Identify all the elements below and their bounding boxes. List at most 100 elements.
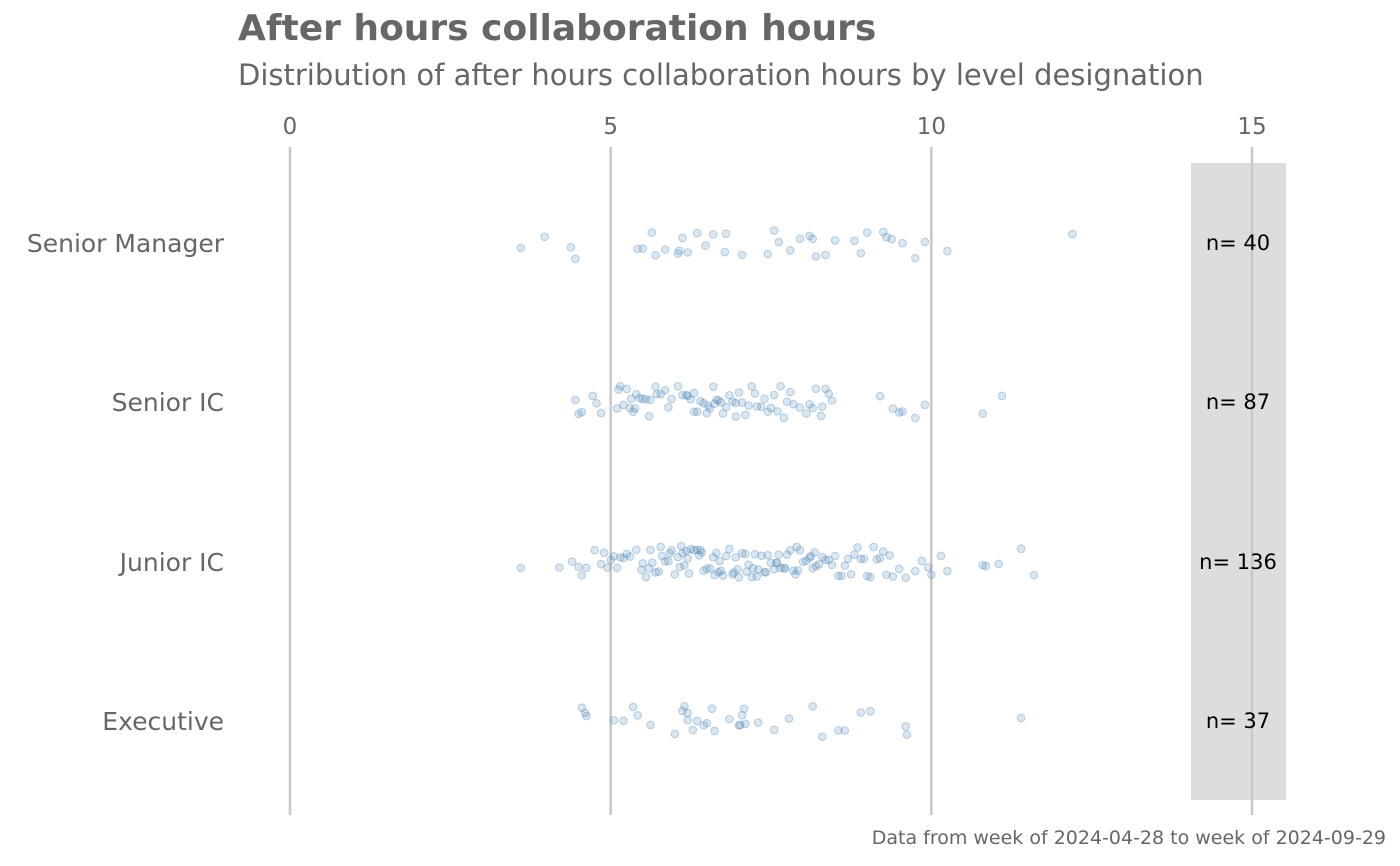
data-point (673, 552, 683, 562)
data-point (725, 391, 734, 400)
data-point (577, 407, 587, 417)
data-point (827, 560, 837, 570)
data-point (840, 726, 850, 735)
data-point (673, 381, 683, 391)
data-point (625, 403, 635, 413)
data-point (721, 229, 731, 238)
data-point (733, 565, 742, 574)
data-point (785, 246, 795, 255)
data-point (859, 554, 869, 564)
data-point (801, 409, 811, 418)
data-point (923, 563, 933, 572)
data-point (834, 571, 843, 581)
data-point (712, 395, 721, 405)
data-point (917, 556, 927, 566)
data-point (856, 248, 866, 258)
data-point (619, 400, 628, 410)
data-point (683, 715, 692, 725)
data-point (811, 384, 821, 394)
data-point (805, 400, 814, 409)
data-point (660, 385, 670, 395)
data-point (811, 561, 821, 571)
count-label: n= 87 (1206, 390, 1270, 414)
data-point (609, 551, 619, 561)
data-point (757, 551, 766, 561)
data-point (1016, 544, 1026, 554)
data-point (850, 550, 859, 559)
data-point (744, 401, 753, 410)
x-tick-label: 15 (1237, 114, 1266, 140)
data-point (805, 553, 814, 562)
data-point (660, 245, 670, 254)
data-point (744, 560, 753, 569)
data-point (646, 395, 655, 405)
data-point (694, 550, 704, 560)
data-point (699, 398, 708, 408)
data-point (818, 402, 827, 412)
data-point (882, 570, 891, 580)
data-point (699, 566, 708, 575)
data-point (798, 557, 808, 567)
data-point (614, 385, 623, 394)
data-point (571, 395, 580, 405)
data-point (702, 718, 712, 728)
data-point (737, 710, 747, 720)
data-point (718, 571, 728, 580)
data-point (898, 407, 907, 416)
data-point (834, 726, 843, 735)
data-point (577, 703, 587, 713)
data-point (619, 553, 628, 563)
data-point (773, 558, 782, 568)
data-point (680, 561, 689, 570)
data-point (612, 563, 622, 573)
data-point (824, 389, 834, 399)
data-point (734, 721, 744, 730)
data-point (630, 404, 640, 413)
data-point (830, 551, 840, 561)
chart-title: After hours collaboration hours (238, 8, 877, 49)
data-point (856, 554, 866, 564)
data-point (920, 237, 930, 247)
data-point (882, 232, 891, 242)
data-point (997, 391, 1007, 401)
data-point (943, 566, 952, 576)
data-point (644, 564, 654, 573)
data-point (725, 544, 734, 554)
data-point (574, 409, 583, 419)
data-point (734, 573, 744, 582)
data-point (771, 558, 781, 568)
data-point (741, 719, 750, 729)
data-point (689, 545, 699, 555)
data-point (795, 403, 805, 412)
data-point (596, 408, 606, 418)
data-point (664, 557, 673, 566)
data-point (818, 552, 827, 562)
data-point (683, 708, 692, 718)
data-point (702, 564, 712, 574)
data-point (734, 388, 744, 397)
data-point (710, 726, 719, 736)
data-point (731, 398, 741, 408)
data-point (684, 569, 694, 578)
category-label: Executive (102, 707, 224, 736)
chart-subtitle: Distribution of after hours collaboratio… (238, 58, 1204, 92)
data-point (936, 551, 946, 561)
data-point (782, 550, 792, 559)
data-point (708, 382, 718, 391)
data-point (683, 391, 692, 401)
data-point (808, 234, 817, 244)
data-point (760, 394, 769, 404)
data-point (581, 711, 591, 721)
data-point (567, 557, 577, 566)
data-point (718, 409, 728, 418)
data-point (808, 564, 817, 573)
data-point (792, 542, 801, 552)
data-point (628, 702, 638, 712)
data-point (837, 571, 846, 581)
data-point (692, 228, 702, 238)
count-label: n= 37 (1206, 709, 1270, 733)
data-point (978, 409, 987, 418)
data-point (599, 548, 609, 558)
data-point (637, 565, 646, 575)
data-point (805, 231, 814, 241)
